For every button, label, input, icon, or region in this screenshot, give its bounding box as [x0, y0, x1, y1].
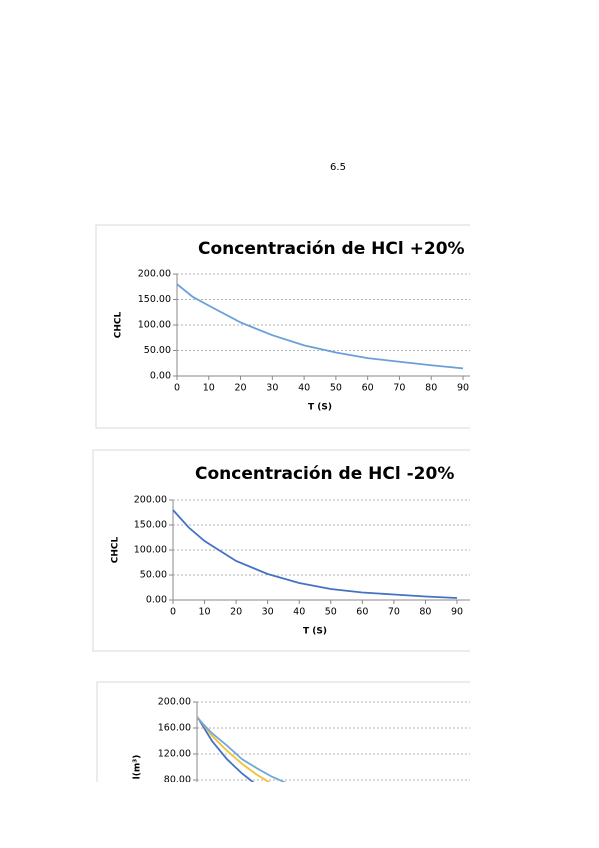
y-tick-label: 50.00: [140, 570, 167, 581]
x-tick-label: 80: [425, 383, 437, 394]
chart-frame: [95, 224, 470, 429]
y-axis-label: CHCL: [114, 312, 124, 339]
x-axis-label: T (S): [303, 627, 327, 637]
y-tick-label: 200.00: [134, 495, 167, 506]
data-line: [196, 715, 271, 782]
y-tick-label: 120.00: [158, 749, 191, 760]
x-tick-label: 30: [266, 383, 278, 394]
x-tick-label: 40: [298, 383, 310, 394]
chart-title: Concentración de HCl -20%: [195, 464, 454, 484]
x-tick-label: 70: [388, 607, 400, 618]
x-tick-label: 90: [451, 607, 463, 618]
x-tick-label: 80: [419, 607, 431, 618]
x-tick-label: 90: [457, 383, 469, 394]
chart: 80.00 120.00 160.00 200.00 l(m³): [96, 681, 470, 786]
x-tick-label: 60: [356, 607, 368, 618]
x-tick-label: 0: [174, 383, 180, 394]
x-tick-label: 30: [262, 607, 274, 618]
x-tick-label: 20: [235, 383, 247, 394]
y-axis-label: l(m³): [133, 755, 143, 780]
x-axis-label: T (S): [308, 403, 332, 413]
data-line: [172, 509, 458, 599]
y-tick-label: 80.00: [164, 775, 191, 786]
y-tick-label: 150.00: [134, 520, 167, 531]
y-tick-label: 0.00: [146, 595, 167, 606]
y-tick-label: 150.00: [138, 294, 171, 305]
y-axis-label: CHCL: [111, 537, 121, 564]
data-line: [196, 715, 255, 782]
y-tick-label: 200.00: [158, 697, 191, 708]
y-tick-label: 50.00: [144, 345, 171, 356]
chart-title: Concentración de HCl +20%: [198, 239, 465, 259]
chart: Concentración de HCl +20% 0.00 50.00 100.00…: [95, 224, 470, 429]
data-line: [196, 716, 287, 782]
page-label: 6.5: [330, 162, 346, 173]
x-tick-label: 10: [199, 607, 211, 618]
x-tick-label: 10: [203, 383, 215, 394]
x-tick-label: 50: [325, 607, 337, 618]
y-tick-label: 200.00: [138, 269, 171, 280]
x-tick-label: 60: [362, 383, 374, 394]
chart: Concentración de HCl -20% 0.00 50.00 100.00…: [92, 449, 470, 652]
y-tick-label: 160.00: [158, 723, 191, 734]
chart-frame: [92, 449, 470, 652]
y-tick-label: 100.00: [138, 320, 171, 331]
x-tick-label: 20: [230, 607, 242, 618]
y-tick-label: 100.00: [134, 545, 167, 556]
x-tick-label: 70: [393, 383, 405, 394]
data-line: [176, 283, 464, 370]
x-tick-label: 40: [293, 607, 305, 618]
y-tick-label: 0.00: [150, 371, 171, 382]
chart-frame: [96, 681, 470, 782]
x-tick-label: 50: [330, 383, 342, 394]
x-tick-label: 0: [170, 607, 176, 618]
